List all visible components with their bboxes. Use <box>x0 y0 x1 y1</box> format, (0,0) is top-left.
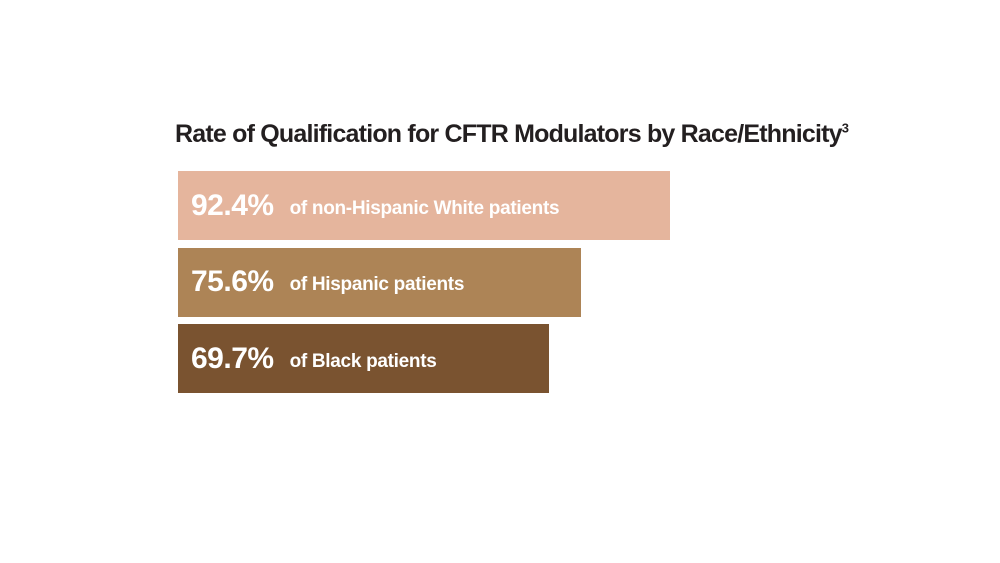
bar-value-label: 69.7% <box>191 341 274 375</box>
bar-category-label: of non-Hispanic White patients <box>289 197 560 219</box>
bar-category-label: of Hispanic patients <box>289 274 465 295</box>
bar: 69.7% of Black patients <box>178 324 550 393</box>
bar: 92.4% of non-Hispanic White patients <box>178 171 670 240</box>
bar-chart: 92.4% of non-Hispanic White patients 75.6%… <box>178 171 778 395</box>
chart-title-text: Rate of Qualification for CFTR Modulator… <box>175 120 843 148</box>
bar-value-label: 75.6% <box>191 265 274 298</box>
chart-title-footnote: 3 <box>841 120 849 136</box>
bar-category-label: of Black patients <box>289 350 437 372</box>
chart-title: Rate of Qualification for CFTR Modulator… <box>175 120 849 149</box>
bar: 75.6% of Hispanic patients <box>178 247 581 317</box>
bar-value-label: 92.4% <box>191 188 274 222</box>
